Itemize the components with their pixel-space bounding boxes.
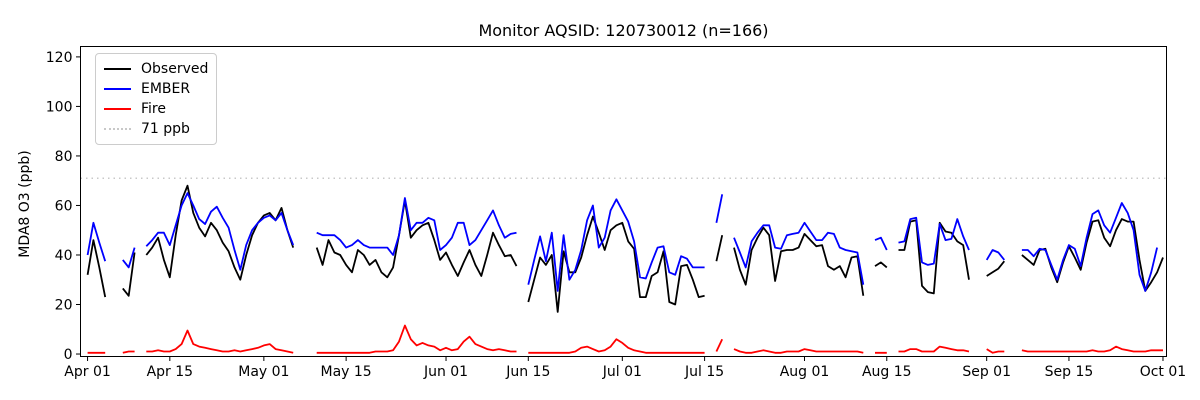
x-tick-label: Aug 15: [862, 364, 912, 380]
legend-item-ember: EMBER: [104, 79, 208, 99]
x-tick-label: Apr 01: [64, 364, 110, 380]
x-tick-label: Apr 15: [147, 364, 193, 380]
y-tick-label: 120: [46, 50, 73, 66]
series-line-ember: [86, 192, 1158, 292]
legend-label-fire: Fire: [141, 101, 166, 117]
x-tick-label: May 01: [238, 364, 289, 380]
legend-label-ember: EMBER: [141, 81, 191, 97]
x-tick-label: Jun 15: [505, 364, 550, 380]
chart-title: Monitor AQSID: 120730012 (n=166): [478, 21, 769, 40]
legend-label-threshold: 71 ppb: [141, 121, 190, 137]
x-tick-label: Jun 01: [423, 364, 468, 380]
observed-line-swatch-icon: [104, 68, 131, 70]
x-tick-label: Jul 01: [602, 364, 642, 380]
y-tick-label: 0: [64, 347, 73, 363]
series-line-fire: [87, 324, 1163, 354]
x-tick-label: Sep 15: [1045, 364, 1094, 380]
plot-border: [80, 46, 1167, 357]
x-tick-label: May 15: [321, 364, 372, 380]
x-tick-label: Oct 01: [1140, 364, 1186, 380]
y-tick-label: 100: [46, 99, 73, 115]
x-tick-label: Aug 01: [780, 364, 830, 380]
series-line-observed: [86, 184, 1164, 313]
legend: Observed EMBER Fire 71 ppb: [95, 53, 217, 145]
fire-line-swatch-icon: [104, 108, 131, 110]
legend-item-fire: Fire: [104, 99, 208, 119]
ember-line-swatch-icon: [104, 88, 131, 90]
x-tick-label: Jul 15: [684, 364, 724, 380]
legend-label-observed: Observed: [141, 61, 209, 77]
legend-item-threshold: 71 ppb: [104, 119, 208, 139]
x-tick-label: Sep 01: [962, 364, 1011, 380]
y-tick-label: 40: [55, 248, 73, 264]
threshold-dotted-line-swatch-icon: [104, 128, 131, 130]
y-tick-label: 20: [55, 298, 73, 314]
legend-item-observed: Observed: [104, 59, 208, 79]
y-axis-label-text: MDA8 O3 (ppb): [17, 150, 33, 258]
y-tick-label: 80: [55, 149, 73, 165]
y-tick-label: 60: [55, 198, 73, 214]
